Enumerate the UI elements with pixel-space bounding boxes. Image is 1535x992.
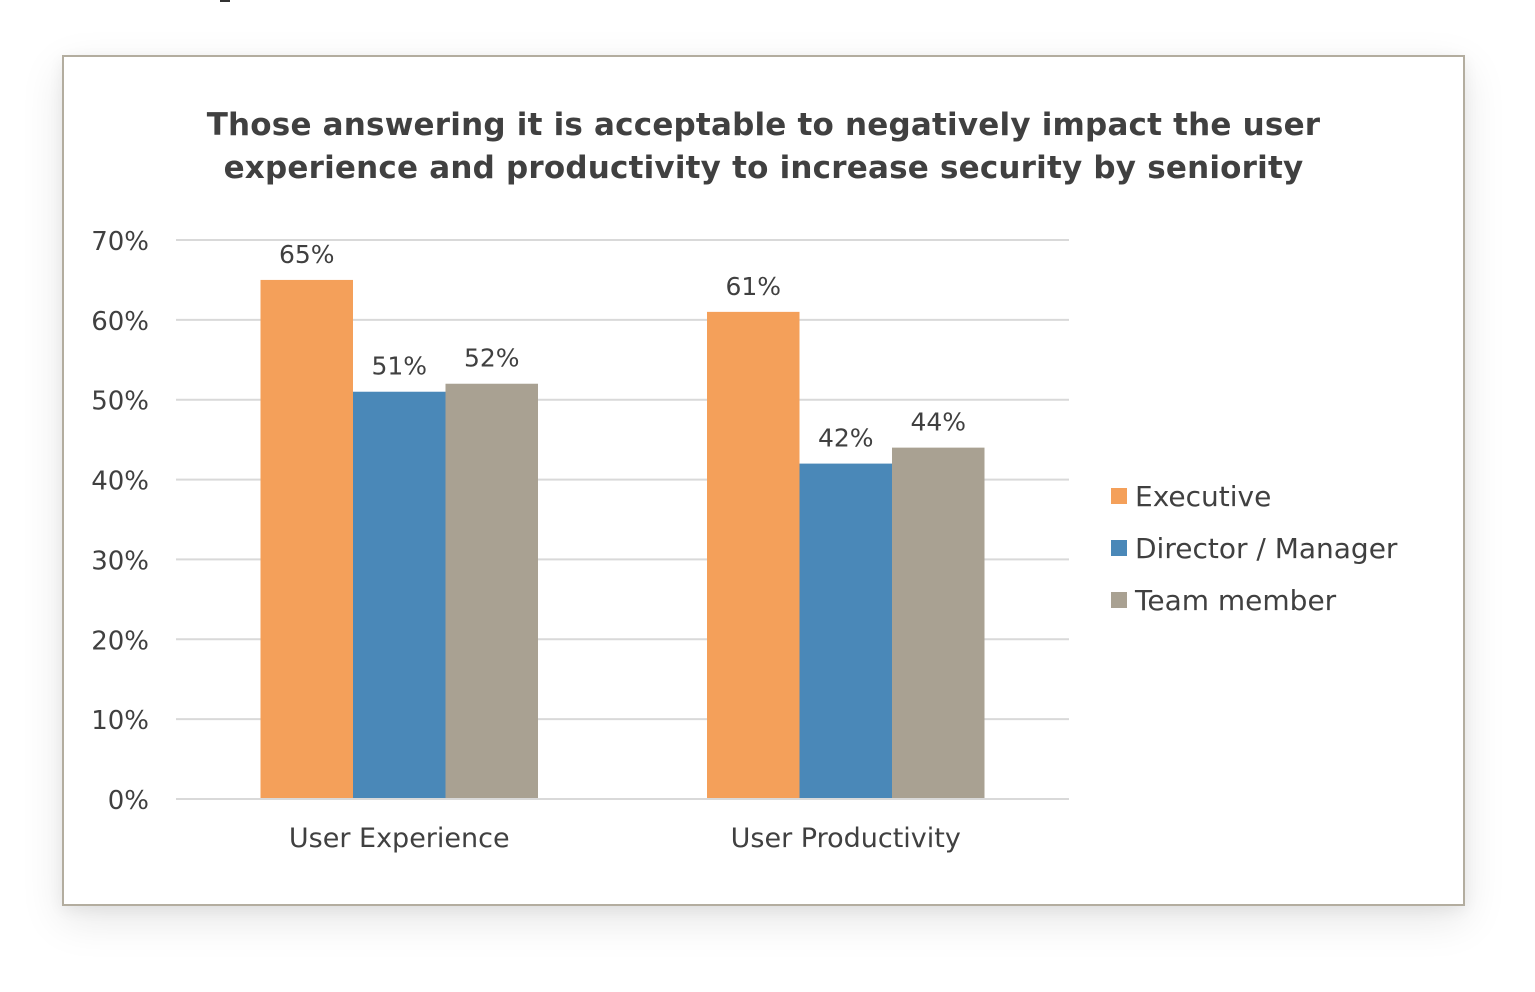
data-label: 65% xyxy=(279,240,335,269)
cropped-text-fragment xyxy=(220,0,230,2)
y-tick-label: 10% xyxy=(91,706,149,736)
legend-swatch-director-manager xyxy=(1111,540,1127,556)
chart-title: Those answering it is acceptable to nega… xyxy=(62,104,1465,190)
y-tick-label: 20% xyxy=(91,626,149,656)
y-tick-label: 50% xyxy=(91,387,149,417)
x-tick-label: User Experience xyxy=(289,823,510,854)
y-tick-label: 0% xyxy=(108,786,149,816)
bar-team-member-user-experience xyxy=(445,383,538,799)
y-tick-label: 60% xyxy=(91,307,149,337)
y-tick-label: 40% xyxy=(91,467,149,497)
chart-title-line-1: Those answering it is acceptable to nega… xyxy=(206,107,1321,143)
bar-executive-user-experience xyxy=(260,279,353,799)
legend-item-executive: Executive xyxy=(1111,470,1397,522)
y-tick-label: 30% xyxy=(91,546,149,576)
data-label: 51% xyxy=(371,352,427,381)
legend: Executive Director / Manager Team member xyxy=(1111,470,1397,626)
legend-label-team-member: Team member xyxy=(1135,583,1337,617)
bar-director-manager-user-experience xyxy=(353,391,446,799)
legend-label-director-manager: Director / Manager xyxy=(1135,531,1398,565)
x-tick-label: User Productivity xyxy=(731,823,961,854)
bar-executive-user-productivity xyxy=(707,311,800,799)
data-label: 42% xyxy=(818,424,874,453)
legend-swatch-executive xyxy=(1111,488,1127,504)
legend-item-team-member: Team member xyxy=(1111,574,1397,626)
bar-director-manager-user-productivity xyxy=(799,463,892,799)
legend-label-executive: Executive xyxy=(1135,479,1272,513)
bar-team-member-user-productivity xyxy=(892,447,985,799)
y-tick-label: 70% xyxy=(91,227,149,257)
legend-item-director-manager: Director / Manager xyxy=(1111,522,1397,574)
data-label: 52% xyxy=(464,344,520,373)
data-label: 61% xyxy=(725,272,781,301)
chart-title-line-2: experience and productivity to increase … xyxy=(223,150,1304,186)
legend-swatch-team-member xyxy=(1111,592,1127,608)
data-label: 44% xyxy=(910,408,966,437)
